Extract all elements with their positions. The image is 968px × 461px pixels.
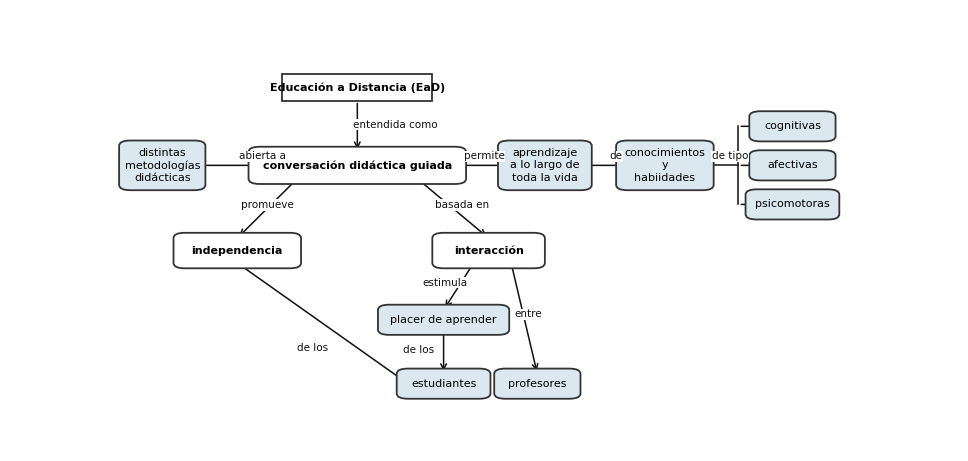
FancyBboxPatch shape: [249, 147, 467, 184]
FancyBboxPatch shape: [433, 233, 545, 268]
Text: entre: entre: [515, 309, 542, 319]
Text: afectivas: afectivas: [767, 160, 818, 171]
Text: de los: de los: [404, 345, 435, 355]
Text: estudiantes: estudiantes: [410, 378, 476, 389]
Text: distintas
metodologías
didácticas: distintas metodologías didácticas: [125, 148, 200, 183]
Text: interacción: interacción: [454, 246, 524, 255]
Text: independencia: independencia: [192, 246, 283, 255]
Text: cognitivas: cognitivas: [764, 121, 821, 131]
FancyBboxPatch shape: [283, 74, 433, 100]
Text: estimula: estimula: [422, 278, 468, 288]
Text: aprendizaje
a lo largo de
toda la vida: aprendizaje a lo largo de toda la vida: [510, 148, 580, 183]
Text: de tipo: de tipo: [712, 152, 748, 161]
Text: conocimientos
y
habiidades: conocimientos y habiidades: [624, 148, 706, 183]
FancyBboxPatch shape: [119, 141, 205, 190]
FancyBboxPatch shape: [616, 141, 713, 190]
Text: profesores: profesores: [508, 378, 566, 389]
FancyBboxPatch shape: [495, 369, 581, 399]
Text: entendida como: entendida como: [352, 119, 438, 130]
FancyBboxPatch shape: [749, 111, 835, 142]
FancyBboxPatch shape: [173, 233, 301, 268]
FancyBboxPatch shape: [378, 305, 509, 335]
Text: basada en: basada en: [436, 200, 490, 210]
FancyBboxPatch shape: [749, 150, 835, 180]
Text: promueve: promueve: [241, 200, 293, 210]
Text: de: de: [610, 152, 622, 161]
Text: placer de aprender: placer de aprender: [390, 315, 497, 325]
FancyBboxPatch shape: [745, 189, 839, 219]
Text: Educación a Distancia (EaD): Educación a Distancia (EaD): [270, 82, 445, 93]
Text: psicomotoras: psicomotoras: [755, 200, 830, 209]
Text: de los: de los: [297, 343, 328, 353]
FancyBboxPatch shape: [397, 369, 491, 399]
Text: conversación didáctica guiada: conversación didáctica guiada: [262, 160, 452, 171]
Text: abierta a: abierta a: [238, 152, 286, 161]
FancyBboxPatch shape: [498, 141, 591, 190]
Text: permite: permite: [464, 152, 504, 161]
